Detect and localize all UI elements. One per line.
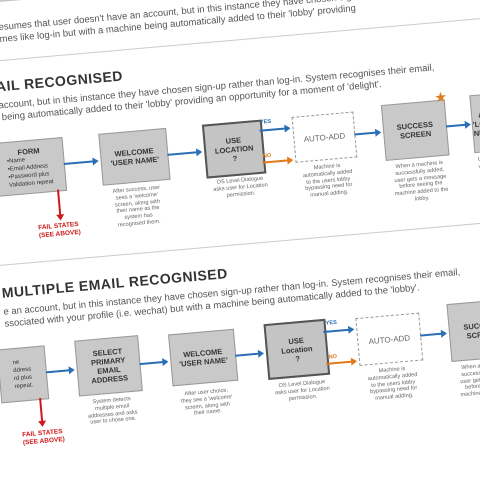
section1-auto-add-note: Machine is automatically added to the us… bbox=[302, 162, 353, 199]
section1-welcome-screen: WELCOME 'USER NAME' bbox=[98, 127, 171, 186]
section1-location-dialog: USE LOCATION ? bbox=[201, 119, 267, 179]
section1-success-note: When a machine is successfully added, us… bbox=[394, 159, 449, 203]
section1-success-screen: SUCCESS SCREEN bbox=[380, 99, 450, 161]
section2-location-dialog: USE Location ? bbox=[263, 318, 331, 380]
section2-select-email-screen: SELECT PRIMARY EMAIL ADDRESS bbox=[74, 335, 143, 397]
section2-success-note: When a machine is successfully added, us… bbox=[460, 363, 480, 399]
form-fields-list: ne ddress rd plus repeat. bbox=[12, 358, 33, 392]
star-icon: ★ bbox=[433, 88, 448, 106]
no-arrow bbox=[326, 360, 353, 365]
section1-form-box: FORM •Name •Email Address •Password plus… bbox=[0, 137, 68, 197]
flow-arrow bbox=[139, 361, 164, 366]
yes-arrow bbox=[259, 127, 286, 132]
section2-success-screen: SUCCESS SCREEN bbox=[446, 298, 480, 362]
yes-arrow bbox=[323, 328, 350, 333]
fail-arrow bbox=[57, 189, 62, 216]
section1-location-note: OS Level Dialogue asks user for Location… bbox=[212, 175, 269, 199]
location-label: USE LOCATION ? bbox=[214, 134, 254, 163]
section2-auto-add-box: AUTO-ADD bbox=[355, 312, 424, 366]
section2-select-note: System detects multiple email addresses … bbox=[87, 396, 138, 427]
section2-form-box: ne ddress rd plus repeat. bbox=[0, 345, 50, 404]
section2-welcome-screen: WELCOME 'USER NAME' bbox=[168, 328, 239, 387]
yes-label: YES bbox=[259, 118, 272, 126]
section1-auto-add-box: AUTO-ADD bbox=[291, 111, 358, 163]
flow-arrow bbox=[235, 352, 260, 357]
location-label: USE Location ? bbox=[280, 335, 313, 364]
flow-arrow bbox=[45, 369, 70, 374]
section1-welcome-note: After success, user sees a 'welcome' scr… bbox=[112, 184, 161, 229]
section1-lobby-screen: A 'LOB NEW bbox=[469, 89, 480, 154]
fail-arrow bbox=[39, 397, 44, 422]
no-arrow bbox=[262, 159, 289, 164]
flow-arrow bbox=[445, 123, 466, 128]
yes-label: YES bbox=[325, 319, 338, 327]
fail-states-label: FAIL STATES (SEE ABOVE) bbox=[21, 428, 66, 447]
flow-arrow bbox=[354, 131, 377, 136]
fail-states-label: FAIL STATES (SEE ABOVE) bbox=[37, 220, 82, 240]
form-fields-list: •Name •Email Address •Password plus Vali… bbox=[7, 154, 54, 190]
flow-arrow bbox=[167, 151, 198, 156]
no-label: NO bbox=[328, 353, 338, 361]
form-field: repeat. bbox=[14, 382, 34, 391]
no-label: NO bbox=[262, 152, 272, 160]
flow-arrow bbox=[420, 332, 443, 337]
section2-welcome-note: After user choice, they see a 'welcome' … bbox=[180, 387, 233, 417]
section2-location-note: OS Level Dialogue asks user for Location… bbox=[274, 379, 330, 402]
section2-auto-add-note: Machine is automatically added to the us… bbox=[367, 366, 418, 402]
flow-arrow bbox=[63, 160, 94, 165]
